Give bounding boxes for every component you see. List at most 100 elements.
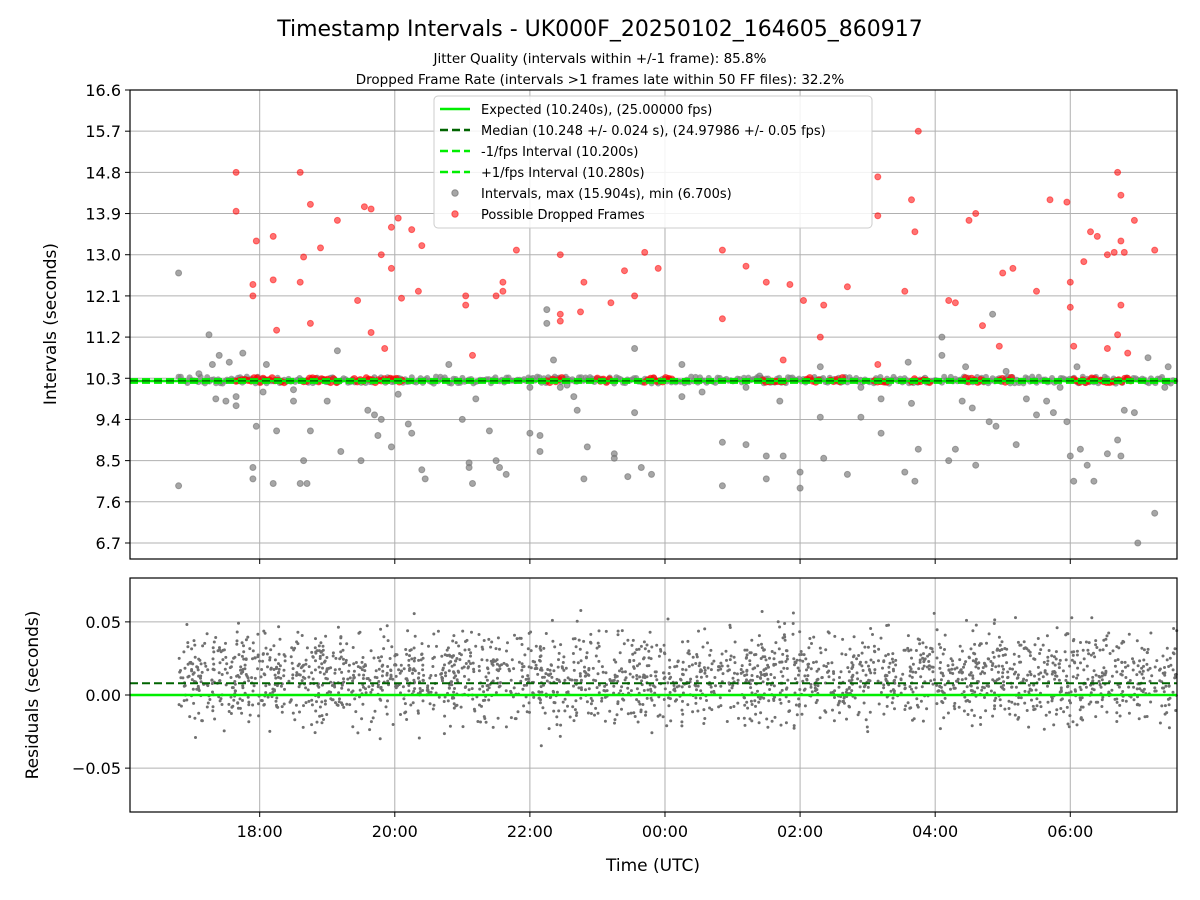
- residual-point: [1126, 664, 1130, 668]
- residual-point: [291, 673, 295, 677]
- residual-point: [480, 645, 484, 649]
- residual-point: [990, 668, 994, 671]
- residual-point: [824, 710, 828, 714]
- residual-point: [804, 657, 808, 661]
- residual-point: [927, 667, 931, 671]
- interval-point: [972, 461, 980, 469]
- residual-point: [1054, 650, 1058, 654]
- residual-point: [558, 734, 562, 738]
- residual-point: [444, 671, 447, 675]
- residual-point: [958, 644, 962, 648]
- residual-point: [596, 641, 600, 645]
- residual-point: [1036, 665, 1040, 669]
- residual-point: [969, 671, 973, 675]
- residual-point: [596, 672, 600, 676]
- residual-point: [454, 704, 458, 708]
- residual-point: [850, 661, 854, 665]
- residual-point: [1025, 709, 1029, 712]
- residual-point: [478, 687, 482, 691]
- residual-point: [792, 726, 796, 730]
- residual-point: [380, 655, 383, 659]
- residual-point: [446, 646, 450, 650]
- interval-point: [387, 443, 395, 451]
- residual-point: [887, 670, 891, 674]
- residual-point: [246, 676, 250, 680]
- residual-point: [861, 641, 864, 645]
- residual-point: [750, 719, 754, 723]
- residual-point: [753, 699, 757, 703]
- residual-point: [859, 679, 863, 683]
- residual-point: [666, 681, 670, 685]
- interval-point: [877, 429, 885, 437]
- residual-point: [833, 634, 837, 638]
- residual-point: [264, 646, 268, 650]
- residual-point: [864, 718, 868, 722]
- residual-point: [441, 676, 444, 680]
- residual-point: [421, 689, 425, 692]
- residual-point: [421, 656, 425, 660]
- residual-point: [240, 654, 244, 658]
- residual-point: [1018, 660, 1022, 664]
- residual-point: [1045, 662, 1049, 666]
- residual-point: [666, 617, 670, 621]
- interval-points: [175, 269, 1172, 547]
- residual-point: [247, 720, 251, 724]
- residual-point: [233, 682, 237, 686]
- residual-point: [472, 667, 476, 671]
- residual-point: [668, 665, 672, 669]
- residual-point: [1050, 672, 1054, 676]
- residual-point: [295, 673, 298, 677]
- residual-point: [268, 656, 272, 660]
- intervals-y-tick-label: 11.2: [85, 328, 121, 347]
- intervals-y-tick-label: 7.6: [96, 493, 121, 512]
- residual-point: [642, 640, 646, 644]
- dropped-frame-point: [300, 253, 308, 261]
- residual-point: [909, 648, 913, 652]
- residual-point: [1042, 727, 1046, 731]
- residual-point: [727, 681, 731, 685]
- interval-point: [779, 452, 787, 460]
- residual-point: [317, 644, 321, 648]
- residual-point: [879, 691, 883, 694]
- residual-point: [1142, 658, 1146, 662]
- residual-point: [482, 690, 486, 694]
- residual-point: [321, 653, 325, 657]
- dropped-frame-point: [1117, 237, 1125, 245]
- residual-point: [464, 685, 468, 689]
- residual-point: [809, 682, 813, 686]
- residual-point: [702, 722, 706, 725]
- x-tick-label: 18:00: [237, 822, 283, 841]
- residual-point: [385, 673, 389, 677]
- residual-point: [204, 664, 208, 668]
- residual-point: [935, 683, 939, 687]
- residual-point: [242, 650, 246, 654]
- residual-point: [199, 662, 203, 666]
- residual-point: [766, 677, 770, 681]
- residual-point: [1132, 661, 1136, 665]
- residual-point: [699, 689, 703, 693]
- residual-point: [626, 686, 630, 690]
- residual-point: [505, 649, 508, 653]
- interval-point: [1049, 409, 1057, 417]
- dropped-frame-point: [641, 248, 649, 256]
- residual-point: [698, 661, 702, 665]
- residual-point: [903, 708, 907, 711]
- residual-point: [679, 678, 683, 682]
- residual-point: [818, 646, 822, 650]
- residual-point: [850, 667, 854, 670]
- residual-point: [857, 654, 861, 657]
- residual-point: [239, 671, 243, 675]
- residual-point: [330, 684, 334, 687]
- residual-point: [1167, 703, 1171, 707]
- residual-point: [1098, 683, 1102, 687]
- residual-point: [589, 702, 593, 706]
- residual-point: [1115, 711, 1119, 715]
- residual-point: [364, 691, 368, 695]
- dropped-frame-point: [273, 326, 281, 334]
- residual-point: [1027, 683, 1031, 687]
- residual-point: [1057, 662, 1061, 666]
- residual-point: [745, 678, 748, 682]
- dropped-frame-point: [1070, 342, 1078, 350]
- residual-point: [703, 627, 707, 631]
- residual-point: [662, 698, 666, 701]
